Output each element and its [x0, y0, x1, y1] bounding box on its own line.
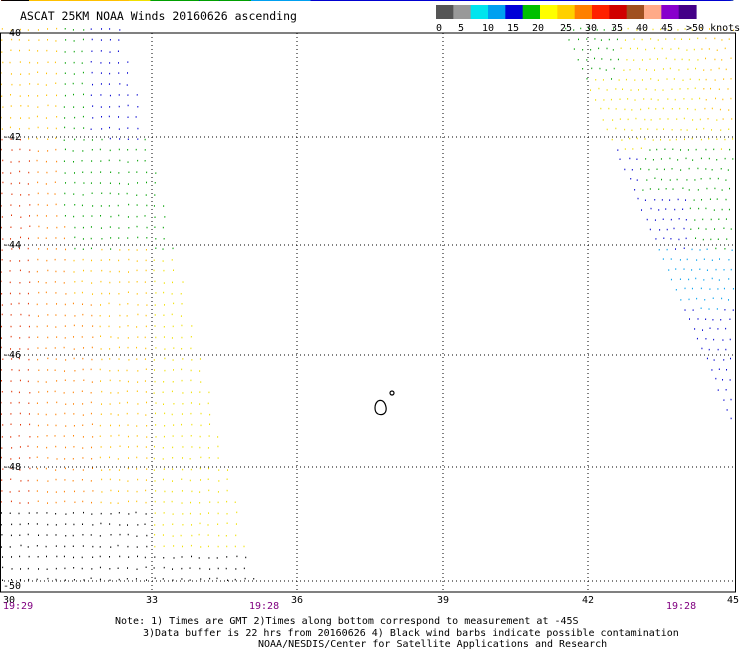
- lon-label-45: 45: [727, 595, 739, 606]
- lon-label-33: 33: [146, 595, 158, 606]
- legend-tick-40: 40: [636, 23, 648, 34]
- legend-tick-5: 5: [458, 23, 464, 34]
- legend-swatch: [505, 5, 523, 19]
- lat-label-40: -40: [3, 28, 21, 39]
- legend-tick-20: 20: [532, 23, 544, 34]
- legend-swatch: [627, 5, 645, 19]
- note-line-3: NOAA/NESDIS/Center for Satellite Applica…: [258, 639, 607, 650]
- legend-tick-0: 0: [436, 23, 442, 34]
- lat-label-46: -46: [3, 350, 21, 361]
- legend-tick-25: 25: [560, 23, 572, 34]
- lon-label-42: 42: [582, 595, 594, 606]
- lon-label-39: 39: [437, 595, 449, 606]
- legend-tick-50-plus: >50 knots: [686, 23, 740, 34]
- legend-swatch: [436, 5, 454, 19]
- legend-swatch: [471, 5, 489, 19]
- map-title: ASCAT 25KM NOAA Winds 20160626 ascending: [20, 9, 297, 23]
- legend-swatch: [644, 5, 662, 19]
- legend-swatch: [523, 5, 541, 19]
- swath-time-right-end: 19:28: [666, 601, 696, 612]
- swath-time-left-start: 19:29: [3, 601, 33, 612]
- lon-label-36: 36: [291, 595, 303, 606]
- note-line-2: 3)Data buffer is 22 hrs from 20160626 4)…: [143, 628, 679, 639]
- lat-label-48: -48: [3, 462, 21, 473]
- legend-swatch: [540, 5, 558, 19]
- legend-color-bar: [436, 5, 697, 19]
- legend-swatch: [609, 5, 627, 19]
- legend-tick-labels: 0 5 10 15 20 25 30 35 40 45 >50 knots: [436, 23, 740, 34]
- legend-swatch: [453, 5, 471, 19]
- note-line-1: Note: 1) Times are GMT 2)Times along bot…: [115, 616, 579, 627]
- legend-swatch: [488, 5, 506, 19]
- legend-tick-15: 15: [507, 23, 519, 34]
- lat-label-50: -50: [3, 581, 21, 592]
- legend-swatch: [679, 5, 697, 19]
- legend-swatch: [557, 5, 575, 19]
- lat-label-42: -42: [3, 132, 21, 143]
- legend-swatch: [575, 5, 593, 19]
- legend-tick-45: 45: [661, 23, 673, 34]
- swath-time-left-end: 19:28: [249, 601, 279, 612]
- legend-tick-35: 35: [611, 23, 623, 34]
- legend-tick-30: 30: [585, 23, 597, 34]
- legend-swatch: [592, 5, 610, 19]
- lat-label-44: -44: [3, 240, 21, 251]
- legend-tick-10: 10: [482, 23, 494, 34]
- legend-swatch: [661, 5, 679, 19]
